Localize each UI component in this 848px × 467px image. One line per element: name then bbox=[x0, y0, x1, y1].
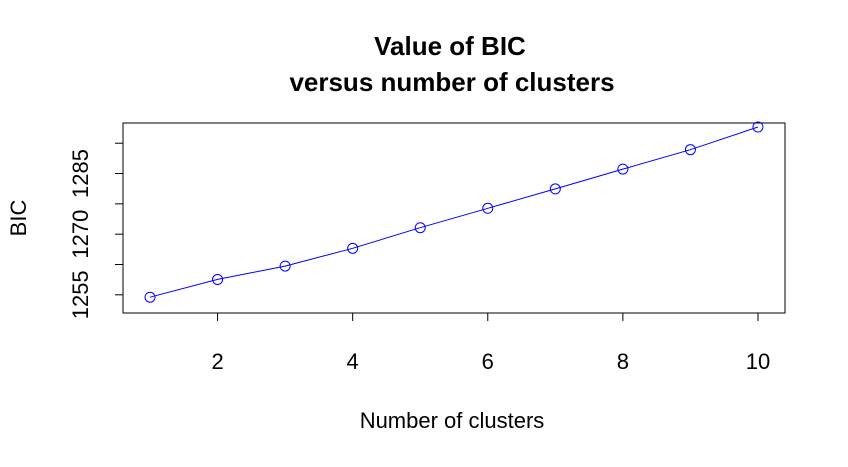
x-tick-label: 4 bbox=[347, 349, 359, 374]
x-tick-label: 10 bbox=[746, 349, 770, 374]
y-tick-label: 1285 bbox=[68, 149, 93, 198]
x-axis-label: Number of clusters bbox=[360, 408, 545, 433]
y-tick-label: 1255 bbox=[68, 270, 93, 319]
data-point bbox=[482, 202, 494, 214]
x-tick-label: 8 bbox=[617, 349, 629, 374]
series-line bbox=[149, 126, 759, 298]
chart-subtitle: versus number of clusters bbox=[289, 67, 614, 97]
data-point bbox=[617, 163, 629, 175]
chart-title: Value of BIC bbox=[374, 31, 526, 61]
data-point bbox=[752, 121, 764, 133]
data-point bbox=[212, 273, 224, 285]
data-point bbox=[144, 291, 156, 303]
series-layer bbox=[144, 121, 764, 303]
data-point bbox=[347, 242, 359, 254]
data-point bbox=[549, 183, 561, 195]
x-tick-label: 6 bbox=[482, 349, 494, 374]
y-tick-label: 1270 bbox=[68, 210, 93, 259]
y-axis: 1255 1270 1285 bbox=[68, 142, 124, 319]
y-axis-label: BIC bbox=[6, 200, 31, 237]
x-axis: 2 4 6 8 10 bbox=[211, 312, 770, 374]
data-point bbox=[684, 144, 696, 156]
data-point bbox=[414, 222, 426, 234]
x-tick-label: 2 bbox=[211, 349, 223, 374]
data-point bbox=[279, 260, 291, 272]
